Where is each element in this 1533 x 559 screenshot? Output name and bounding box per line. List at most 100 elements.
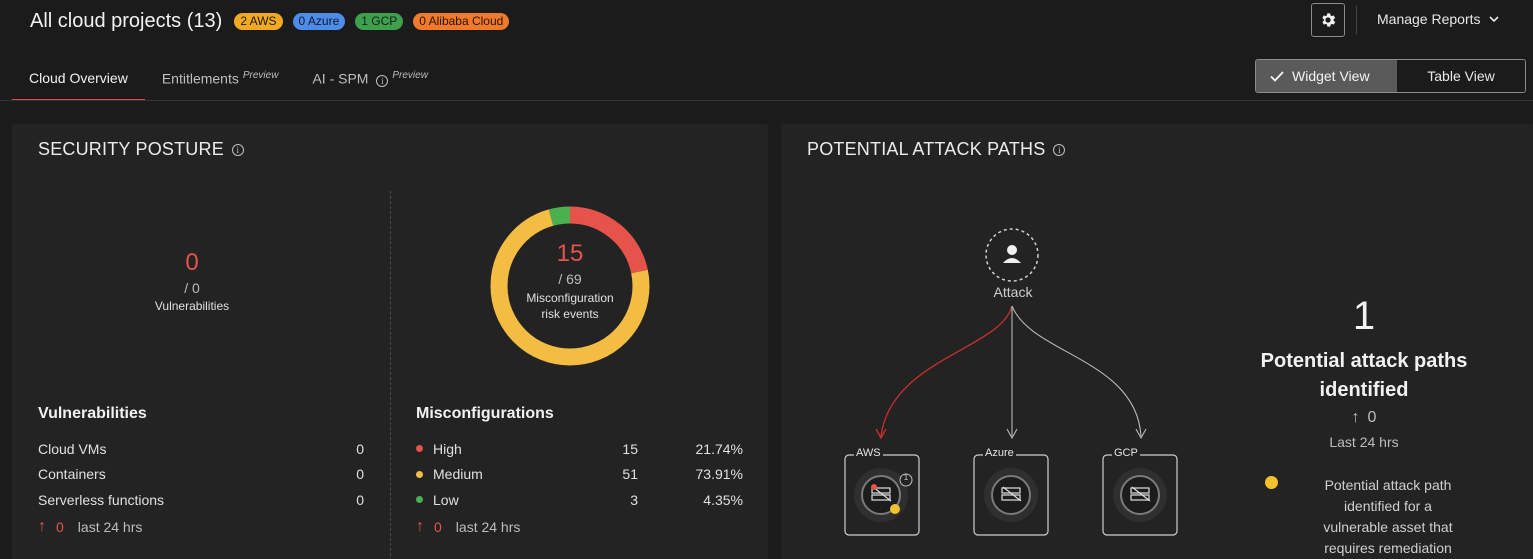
gcp-count-badge[interactable]: 1 GCP bbox=[355, 12, 404, 30]
row-count: 15 bbox=[622, 440, 638, 457]
misconfiguration-donut-chart[interactable] bbox=[488, 204, 652, 368]
legend-description: Potential attack path identified for a v… bbox=[1293, 475, 1483, 559]
donut-segment-low[interactable] bbox=[490, 206, 650, 366]
tab-cloud-overview[interactable]: Cloud Overview bbox=[12, 62, 145, 101]
row-label: Medium bbox=[433, 466, 483, 483]
azure-node-label: Azure bbox=[983, 447, 1016, 459]
panel-title: SECURITY POSTURE i bbox=[38, 139, 244, 160]
row-value: 0 bbox=[356, 466, 364, 483]
trend-value: 0 bbox=[56, 519, 64, 535]
tab-ai-spm[interactable]: AI - SPM i Preview bbox=[295, 62, 444, 101]
row-percent: 21.74% bbox=[695, 440, 743, 457]
list-item[interactable]: Low 3 4.35% bbox=[416, 487, 743, 513]
vulnerability-summary[interactable]: 0 / 0 Vulnerabilities bbox=[12, 249, 372, 313]
vulnerabilities-trend: ↑ 0 last 24 hrs bbox=[38, 518, 142, 536]
list-item[interactable]: Containers 0 bbox=[38, 462, 364, 488]
vulnerability-count: 0 bbox=[185, 249, 199, 276]
gcp-node-label: GCP bbox=[1112, 447, 1140, 459]
arrow-head-icon bbox=[1135, 428, 1147, 440]
severity-dot bbox=[416, 470, 423, 478]
misconfigurations-heading: Misconfigurations bbox=[416, 405, 554, 422]
headline-line: identified bbox=[1319, 379, 1409, 401]
server-icon bbox=[1130, 486, 1151, 502]
trend-value: 0 bbox=[434, 519, 442, 535]
manage-reports-label: Manage Reports bbox=[1377, 11, 1481, 27]
row-value: 0 bbox=[356, 491, 364, 508]
attack-paths-headline: Potential attack paths identified bbox=[1255, 347, 1473, 405]
server-icon bbox=[1001, 486, 1022, 502]
security-posture-panel: SECURITY POSTURE i 0 / 0 Vulnerabilities… bbox=[12, 124, 768, 559]
row-percent: 73.91% bbox=[695, 466, 743, 483]
list-item[interactable]: Medium 51 73.91% bbox=[416, 462, 743, 488]
vulnerabilities-heading: Vulnerabilities bbox=[38, 405, 147, 422]
aws-path-count: 1 bbox=[903, 473, 909, 482]
aws-count-badge[interactable]: 2 AWS bbox=[234, 12, 283, 30]
panel-title: POTENTIAL ATTACK PATHS i bbox=[807, 139, 1066, 160]
tab-entitlements[interactable]: Entitlements Preview bbox=[145, 62, 296, 101]
alert-dot bbox=[871, 484, 877, 490]
settings-button[interactable] bbox=[1311, 3, 1345, 37]
headline-line: Potential attack paths bbox=[1260, 350, 1468, 372]
attacker-node[interactable] bbox=[985, 228, 1039, 282]
path-count-badge bbox=[899, 473, 913, 487]
key-badge-icon bbox=[890, 504, 900, 514]
arrow-up-icon: ↑ bbox=[416, 518, 424, 535]
attack-paths-trend: ↑ 0 bbox=[1255, 409, 1473, 427]
misconfigurations-list: High 15 21.74% Medium 51 73.91% Low 3 4.… bbox=[416, 436, 743, 513]
trend-label: last 24 hrs bbox=[455, 519, 521, 535]
donut-segment-medium[interactable] bbox=[490, 206, 650, 366]
info-icon[interactable]: i bbox=[231, 143, 244, 156]
legend-line: Potential attack path bbox=[1324, 477, 1452, 493]
info-icon[interactable]: i bbox=[1053, 143, 1066, 156]
azure-count-badge[interactable]: 0 Azure bbox=[292, 12, 346, 30]
caption-line: Misconfiguration bbox=[526, 291, 614, 305]
severity-dot bbox=[416, 445, 423, 453]
row-label: Serverless functions bbox=[38, 491, 165, 508]
misconfiguration-summary: 15 / 69 Misconfiguration risk events bbox=[488, 240, 652, 322]
alibaba-count-badge[interactable]: 0 Alibaba Cloud bbox=[413, 12, 510, 30]
list-item[interactable]: Cloud VMs 0 bbox=[38, 436, 364, 462]
gear-icon bbox=[1322, 13, 1336, 27]
tab-label: AI - SPM bbox=[312, 70, 369, 87]
table-view-button[interactable]: Table View bbox=[1397, 60, 1525, 92]
vulnerability-total: / 0 bbox=[184, 280, 200, 296]
row-label: High bbox=[433, 440, 462, 457]
info-icon[interactable]: i bbox=[376, 74, 389, 87]
vulnerability-caption: Vulnerabilities bbox=[154, 299, 230, 313]
list-item[interactable]: High 15 21.74% bbox=[416, 436, 743, 462]
page-title: All cloud projects (13) bbox=[30, 9, 223, 32]
arrow-up-icon: ↑ bbox=[1351, 409, 1360, 426]
aws-node-label: AWS bbox=[854, 447, 883, 459]
check-icon bbox=[1270, 70, 1284, 82]
header-separator bbox=[1356, 6, 1357, 34]
legend-line: identified for a bbox=[1344, 498, 1432, 514]
tab-label: Cloud Overview bbox=[29, 70, 128, 86]
trend-value: 0 bbox=[1367, 409, 1377, 426]
widget-view-button[interactable]: Widget View bbox=[1256, 60, 1397, 92]
key-icon bbox=[1265, 476, 1278, 489]
row-count: 3 bbox=[630, 491, 638, 508]
row-value: 0 bbox=[356, 440, 364, 457]
row-label: Cloud VMs bbox=[38, 440, 107, 457]
severity-dot bbox=[416, 496, 423, 504]
trend-label: last 24 hrs bbox=[77, 519, 143, 535]
arrow-head-icon bbox=[1006, 428, 1018, 440]
table-view-label: Table View bbox=[1427, 68, 1495, 84]
preview-tag: Preview bbox=[242, 70, 279, 81]
attack-path-aws bbox=[880, 305, 1013, 437]
legend-line: vulnerable asset that bbox=[1323, 519, 1453, 535]
trend-period: Last 24 hrs bbox=[1329, 434, 1399, 450]
attack-path-gcp bbox=[1011, 305, 1142, 437]
vulnerabilities-list: Cloud VMs 0 Containers 0 Serverless func… bbox=[38, 436, 364, 513]
arrow-head-icon bbox=[875, 428, 887, 440]
panel-divider bbox=[390, 191, 391, 559]
view-toggle: Widget View Table View bbox=[1255, 59, 1526, 93]
misconfiguration-caption: Misconfiguration risk events bbox=[488, 290, 652, 322]
manage-reports-dropdown[interactable]: Manage Reports bbox=[1377, 11, 1499, 27]
header-title-row: All cloud projects (13) 2 AWS 0 Azure 1 … bbox=[30, 8, 510, 34]
server-icon bbox=[871, 486, 892, 502]
list-item[interactable]: Serverless functions 0 bbox=[38, 487, 364, 513]
user-icon bbox=[1003, 245, 1021, 263]
misconfiguration-count: 15 bbox=[556, 240, 584, 267]
widget-view-label: Widget View bbox=[1292, 68, 1370, 84]
